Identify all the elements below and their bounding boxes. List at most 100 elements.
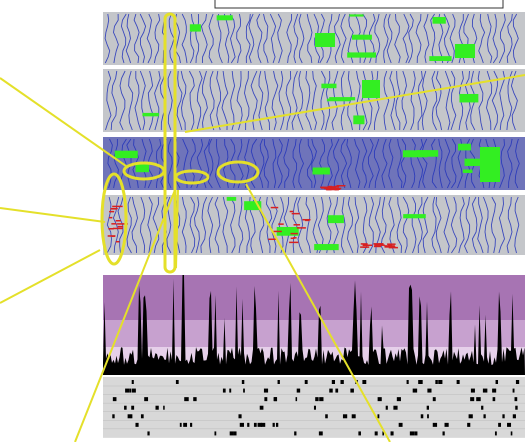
raster-tick	[426, 405, 429, 410]
strip-4	[103, 195, 525, 255]
trace-line	[216, 70, 222, 131]
trace-line	[147, 196, 153, 254]
trace-line	[245, 13, 251, 64]
trace-line	[110, 70, 118, 131]
trace-line	[113, 139, 119, 189]
trace-line	[421, 138, 428, 189]
trace-line	[229, 13, 236, 64]
event-mark	[387, 243, 396, 245]
trace-line	[306, 138, 314, 189]
raster-tick	[412, 388, 418, 393]
trace-line	[222, 196, 229, 254]
raster-tick	[233, 431, 237, 436]
event-mark	[384, 245, 395, 247]
trace-line	[410, 138, 416, 189]
trace-line	[311, 70, 317, 131]
trace-line	[236, 70, 243, 131]
raster-tick	[483, 414, 486, 419]
raster-tick	[331, 380, 336, 384]
raster-tick	[385, 405, 388, 410]
trace-line	[402, 196, 410, 254]
trace-line	[139, 13, 147, 64]
raster-tick	[257, 422, 262, 427]
histogram-panel	[103, 275, 525, 375]
raster-tick	[432, 397, 436, 402]
raster-tick	[495, 380, 499, 384]
pointer-line	[0, 207, 106, 223]
raster-tick	[272, 422, 275, 427]
trace-line	[196, 70, 203, 131]
trace-line	[417, 70, 423, 131]
annotation-ellipse	[100, 172, 128, 266]
trace-line	[514, 138, 520, 189]
raster-tick	[264, 397, 268, 402]
raster-tick	[129, 388, 132, 393]
event-mark	[110, 208, 117, 210]
trace-line	[383, 13, 389, 64]
raster-tick	[229, 388, 232, 393]
histogram-bars	[103, 275, 525, 375]
trace-line	[167, 138, 173, 189]
trace-line	[120, 13, 127, 64]
trace-line	[291, 70, 298, 131]
raster-tick	[358, 431, 361, 436]
event-mark	[112, 227, 123, 230]
trace-line	[133, 13, 140, 64]
trace-line	[306, 13, 313, 64]
trace-line	[361, 138, 368, 189]
trace-line	[269, 13, 277, 64]
trace-line	[297, 70, 304, 131]
trace-line	[248, 13, 255, 64]
strip-4-background	[103, 195, 525, 255]
raster-tick	[512, 414, 516, 419]
raster-tick	[131, 405, 135, 410]
trace-line	[346, 138, 352, 189]
trace-line	[431, 196, 437, 254]
highlight-block	[327, 215, 344, 224]
highlight-block	[432, 17, 446, 24]
event-mark	[362, 244, 373, 247]
raster-tick	[507, 422, 512, 427]
trace-line	[381, 138, 388, 189]
raster-tick	[390, 431, 394, 436]
trace-line	[230, 70, 236, 131]
highlight-block	[315, 33, 335, 47]
trace-line	[189, 196, 196, 254]
event-mark	[360, 243, 368, 245]
trace-line	[326, 196, 332, 254]
trace-line	[194, 196, 200, 254]
trace-line	[167, 70, 173, 131]
trace-line	[341, 196, 346, 254]
highlight-block	[403, 214, 426, 219]
event-mark	[289, 210, 294, 213]
trace-line	[272, 138, 277, 189]
trace-line	[278, 196, 285, 254]
event-mark	[388, 244, 392, 246]
raster-tick	[398, 422, 403, 427]
raster-tick	[515, 405, 518, 410]
vertical-marker	[163, 12, 177, 274]
trace-line	[410, 70, 416, 131]
highlight-block	[402, 150, 428, 158]
trace-line	[195, 13, 200, 64]
event-mark	[373, 243, 384, 245]
raster-tick	[482, 388, 488, 393]
trace-line	[464, 196, 471, 254]
trace-line	[347, 196, 354, 254]
top-label-box	[214, 0, 504, 9]
trace-line	[106, 196, 112, 254]
raster-tick	[470, 388, 475, 393]
trace-line	[443, 13, 451, 64]
trace-line	[498, 13, 506, 64]
raster-tick	[435, 380, 438, 384]
trace-line	[498, 196, 505, 254]
trace-line	[305, 70, 312, 131]
trace-line	[200, 196, 208, 254]
trace-line	[263, 13, 269, 64]
trace-line	[477, 196, 484, 254]
raster-tick	[444, 422, 449, 427]
raster-tick	[238, 414, 242, 419]
trace-line	[417, 196, 423, 254]
event-mark	[115, 220, 121, 222]
